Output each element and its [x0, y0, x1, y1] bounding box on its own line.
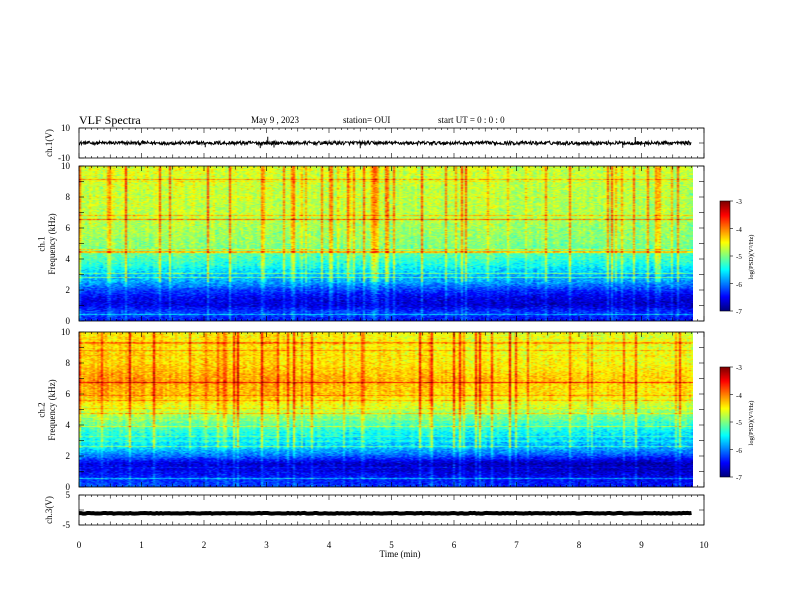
ch1-ytick-8: 8	[66, 192, 71, 202]
cb1-tick-m5: -5	[736, 253, 742, 261]
x-tick-label: 8	[577, 540, 582, 550]
colorbar-gradient-image	[720, 201, 730, 311]
ch1-waveform-panel: 10 -10 ch.1(V)	[44, 123, 705, 163]
cb2-tick-m3: -3	[736, 364, 742, 372]
ch2-ytick-2: 2	[66, 451, 71, 461]
ch2-ytick-10: 10	[61, 327, 71, 337]
x-axis-tick-labels: 0 1 2 3 4 5 6 7 8 9 10	[77, 540, 709, 550]
cb1-label: log(PSD)(V²/Hz)	[748, 235, 755, 280]
ch2-ytick-4: 4	[66, 420, 71, 430]
cb2-tick-m7: -7	[736, 474, 742, 482]
cb2-tick-m5: -5	[736, 419, 742, 427]
ch3-waveform-panel: 5 -5 ch.3(V)	[44, 490, 705, 530]
ch1-colorbar: -3 -4 -5 -6 -7 log(PSD)(V²/Hz)	[719, 198, 755, 316]
ch3-waveform-trace	[78, 510, 692, 516]
x-tick-label: 5	[389, 540, 394, 550]
colorbar-gradient-image	[720, 367, 730, 477]
cb1-tick-m7: -7	[736, 308, 742, 316]
x-tick-label: 4	[327, 540, 332, 550]
cb1-tick-m4: -4	[736, 226, 742, 234]
ch2-spectrogram-image	[79, 332, 693, 487]
x-tick-label: 2	[202, 540, 207, 550]
ch2-spectrogram-panel: 0 2 4 6 8 10 ch.2Frequency (kHz)	[37, 327, 705, 492]
x-tick-label: 1	[139, 540, 144, 550]
ch3-waveform-ticks	[78, 494, 705, 526]
ch1-ytick-2: 2	[66, 285, 71, 295]
ch1-colorbar-ticks	[730, 200, 733, 312]
ch1-ytick-6: 6	[66, 223, 71, 233]
cb2-tick-m4: -4	[736, 392, 742, 400]
ch2-colorbar: -3 -4 -5 -6 -7 log(PSD)(V²/Hz)	[719, 364, 755, 482]
cb2-label: log(PSD)(V²/Hz)	[748, 401, 755, 446]
x-axis-label: Time (min)	[380, 549, 421, 559]
ch2-ytick-8: 8	[66, 358, 71, 368]
cb2-tick-m6: -6	[736, 447, 742, 455]
station-label: station= OUI	[343, 115, 390, 125]
ch1-spectrogram-image	[79, 166, 693, 321]
figure-title: VLF Spectra	[79, 113, 141, 127]
x-tick-label: 6	[452, 540, 457, 550]
ch1-spectrogram-panel: 0 2 4 6 8 10 ch.1Frequency (kHz)	[37, 161, 705, 326]
ch2-ytick-6: 6	[66, 389, 71, 399]
cb1-tick-m3: -3	[736, 198, 742, 206]
ch3-ytick-bottom: -5	[63, 520, 71, 530]
ch1-ytick-4: 4	[66, 254, 71, 264]
ch2-spectrogram-ylabel: ch.2Frequency (kHz)	[37, 379, 57, 440]
ch3-ytick-top: 5	[66, 490, 71, 500]
ch1-ytick-bottom: -10	[58, 153, 70, 163]
ch1-waveform-trace	[78, 136, 692, 149]
ch1-ytick-top: 10	[61, 123, 71, 133]
cb1-tick-m6: -6	[736, 281, 742, 289]
ch3-ylabel: ch.3(V)	[44, 496, 54, 524]
ch2-colorbar-ticks	[730, 366, 733, 478]
x-tick-label: 10	[700, 540, 710, 550]
x-tick-label: 9	[639, 540, 644, 550]
x-tick-label: 0	[77, 540, 82, 550]
ch1-waveform-ticks	[78, 127, 705, 159]
ch2-spectrogram-ticks	[78, 331, 705, 488]
ch1-ytick-10: 10	[61, 161, 71, 171]
ch1-spectrogram-ticks	[78, 165, 705, 322]
date-label: May 9 , 2023	[251, 115, 299, 125]
x-tick-label: 7	[514, 540, 519, 550]
start-ut-label: start UT = 0 : 0 : 0	[438, 115, 505, 125]
ch1-ytick-0: 0	[66, 316, 71, 326]
x-tick-label: 3	[264, 540, 269, 550]
ch1-ylabel: ch.1(V)	[44, 129, 54, 157]
ch1-spectrogram-ylabel: ch.1Frequency (kHz)	[37, 213, 57, 274]
ch2-ytick-0: 0	[66, 482, 71, 492]
